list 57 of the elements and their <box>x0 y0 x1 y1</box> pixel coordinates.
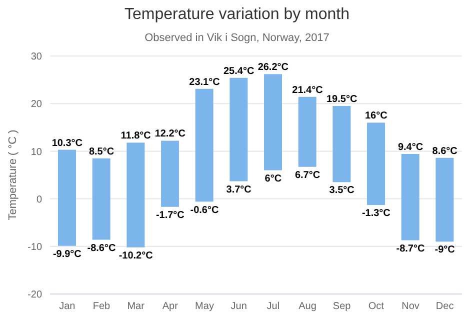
annotation: -1.3°C <box>362 208 390 220</box>
x-tick-label: Feb <box>92 301 111 312</box>
bar <box>332 106 351 182</box>
bar <box>92 158 110 240</box>
annotation: -8.6°C <box>87 242 116 254</box>
x-tick-label: Sep <box>332 301 352 312</box>
x-tick-label: Aug <box>298 301 316 312</box>
annotation: 6°C <box>264 173 282 184</box>
annotation: 8.5°C <box>88 146 114 158</box>
annotation: 8.6°C <box>432 146 458 157</box>
annotation: 19.5°C <box>326 94 358 105</box>
bar <box>264 74 282 170</box>
annotation: 6.7°C <box>294 170 320 182</box>
annotation: 12.2°C <box>154 128 186 140</box>
annotation: 21.4°C <box>292 84 323 96</box>
bar <box>58 150 76 246</box>
bar <box>230 78 248 182</box>
annotation: 23.1°C <box>189 76 220 88</box>
chart-title: Temperature variation by month <box>124 6 350 25</box>
annotation: 11.8°C <box>120 130 151 142</box>
x-tick-label: May <box>195 301 214 312</box>
bar <box>436 158 454 242</box>
annotation: 16°C <box>364 110 388 122</box>
annotation: 3.5°C <box>329 185 354 196</box>
y-tick-label: 20 <box>30 99 42 110</box>
bar <box>401 154 420 240</box>
bar <box>126 142 145 248</box>
x-tick-label: Nov <box>402 301 420 312</box>
bar <box>298 96 316 167</box>
annotation: 9.4°C <box>398 142 424 154</box>
x-tick-label: Mar <box>127 301 146 312</box>
annotation: -10.2°C <box>118 250 153 262</box>
y-tick-label: 10 <box>30 146 42 158</box>
annotation: -9.9°C <box>52 249 82 260</box>
x-tick-label: Apr <box>162 301 179 312</box>
x-tick-label: Jan <box>59 301 76 312</box>
annotation: -1.7°C <box>156 210 184 221</box>
x-tick-label: Jul <box>266 301 280 312</box>
annotation: 26.2°C <box>258 62 289 74</box>
chart-subtitle: Observed in Vik i Sogn, Norway, 2017 <box>144 32 330 46</box>
y-tick-label: -20 <box>28 290 42 301</box>
bar <box>161 140 179 207</box>
y-tick-label: 0 <box>36 194 42 206</box>
y-axis-title: Temperature ( °C ) <box>6 130 19 220</box>
bar <box>195 88 214 202</box>
annotation: -9°C <box>434 244 455 256</box>
y-tick-label: 30 <box>30 52 42 63</box>
y-tick-label: -10 <box>28 242 42 253</box>
annotation: 3.7°C <box>226 184 252 196</box>
annotation: 25.4°C <box>223 66 254 77</box>
x-tick-label: Dec <box>436 301 454 312</box>
bar <box>367 122 385 205</box>
annotation: -8.7°C <box>396 243 425 254</box>
annotation: 10.3°C <box>52 138 83 149</box>
x-tick-label: Oct <box>368 301 384 312</box>
annotation: -0.6°C <box>190 204 219 216</box>
x-tick-label: Jun <box>230 301 247 312</box>
